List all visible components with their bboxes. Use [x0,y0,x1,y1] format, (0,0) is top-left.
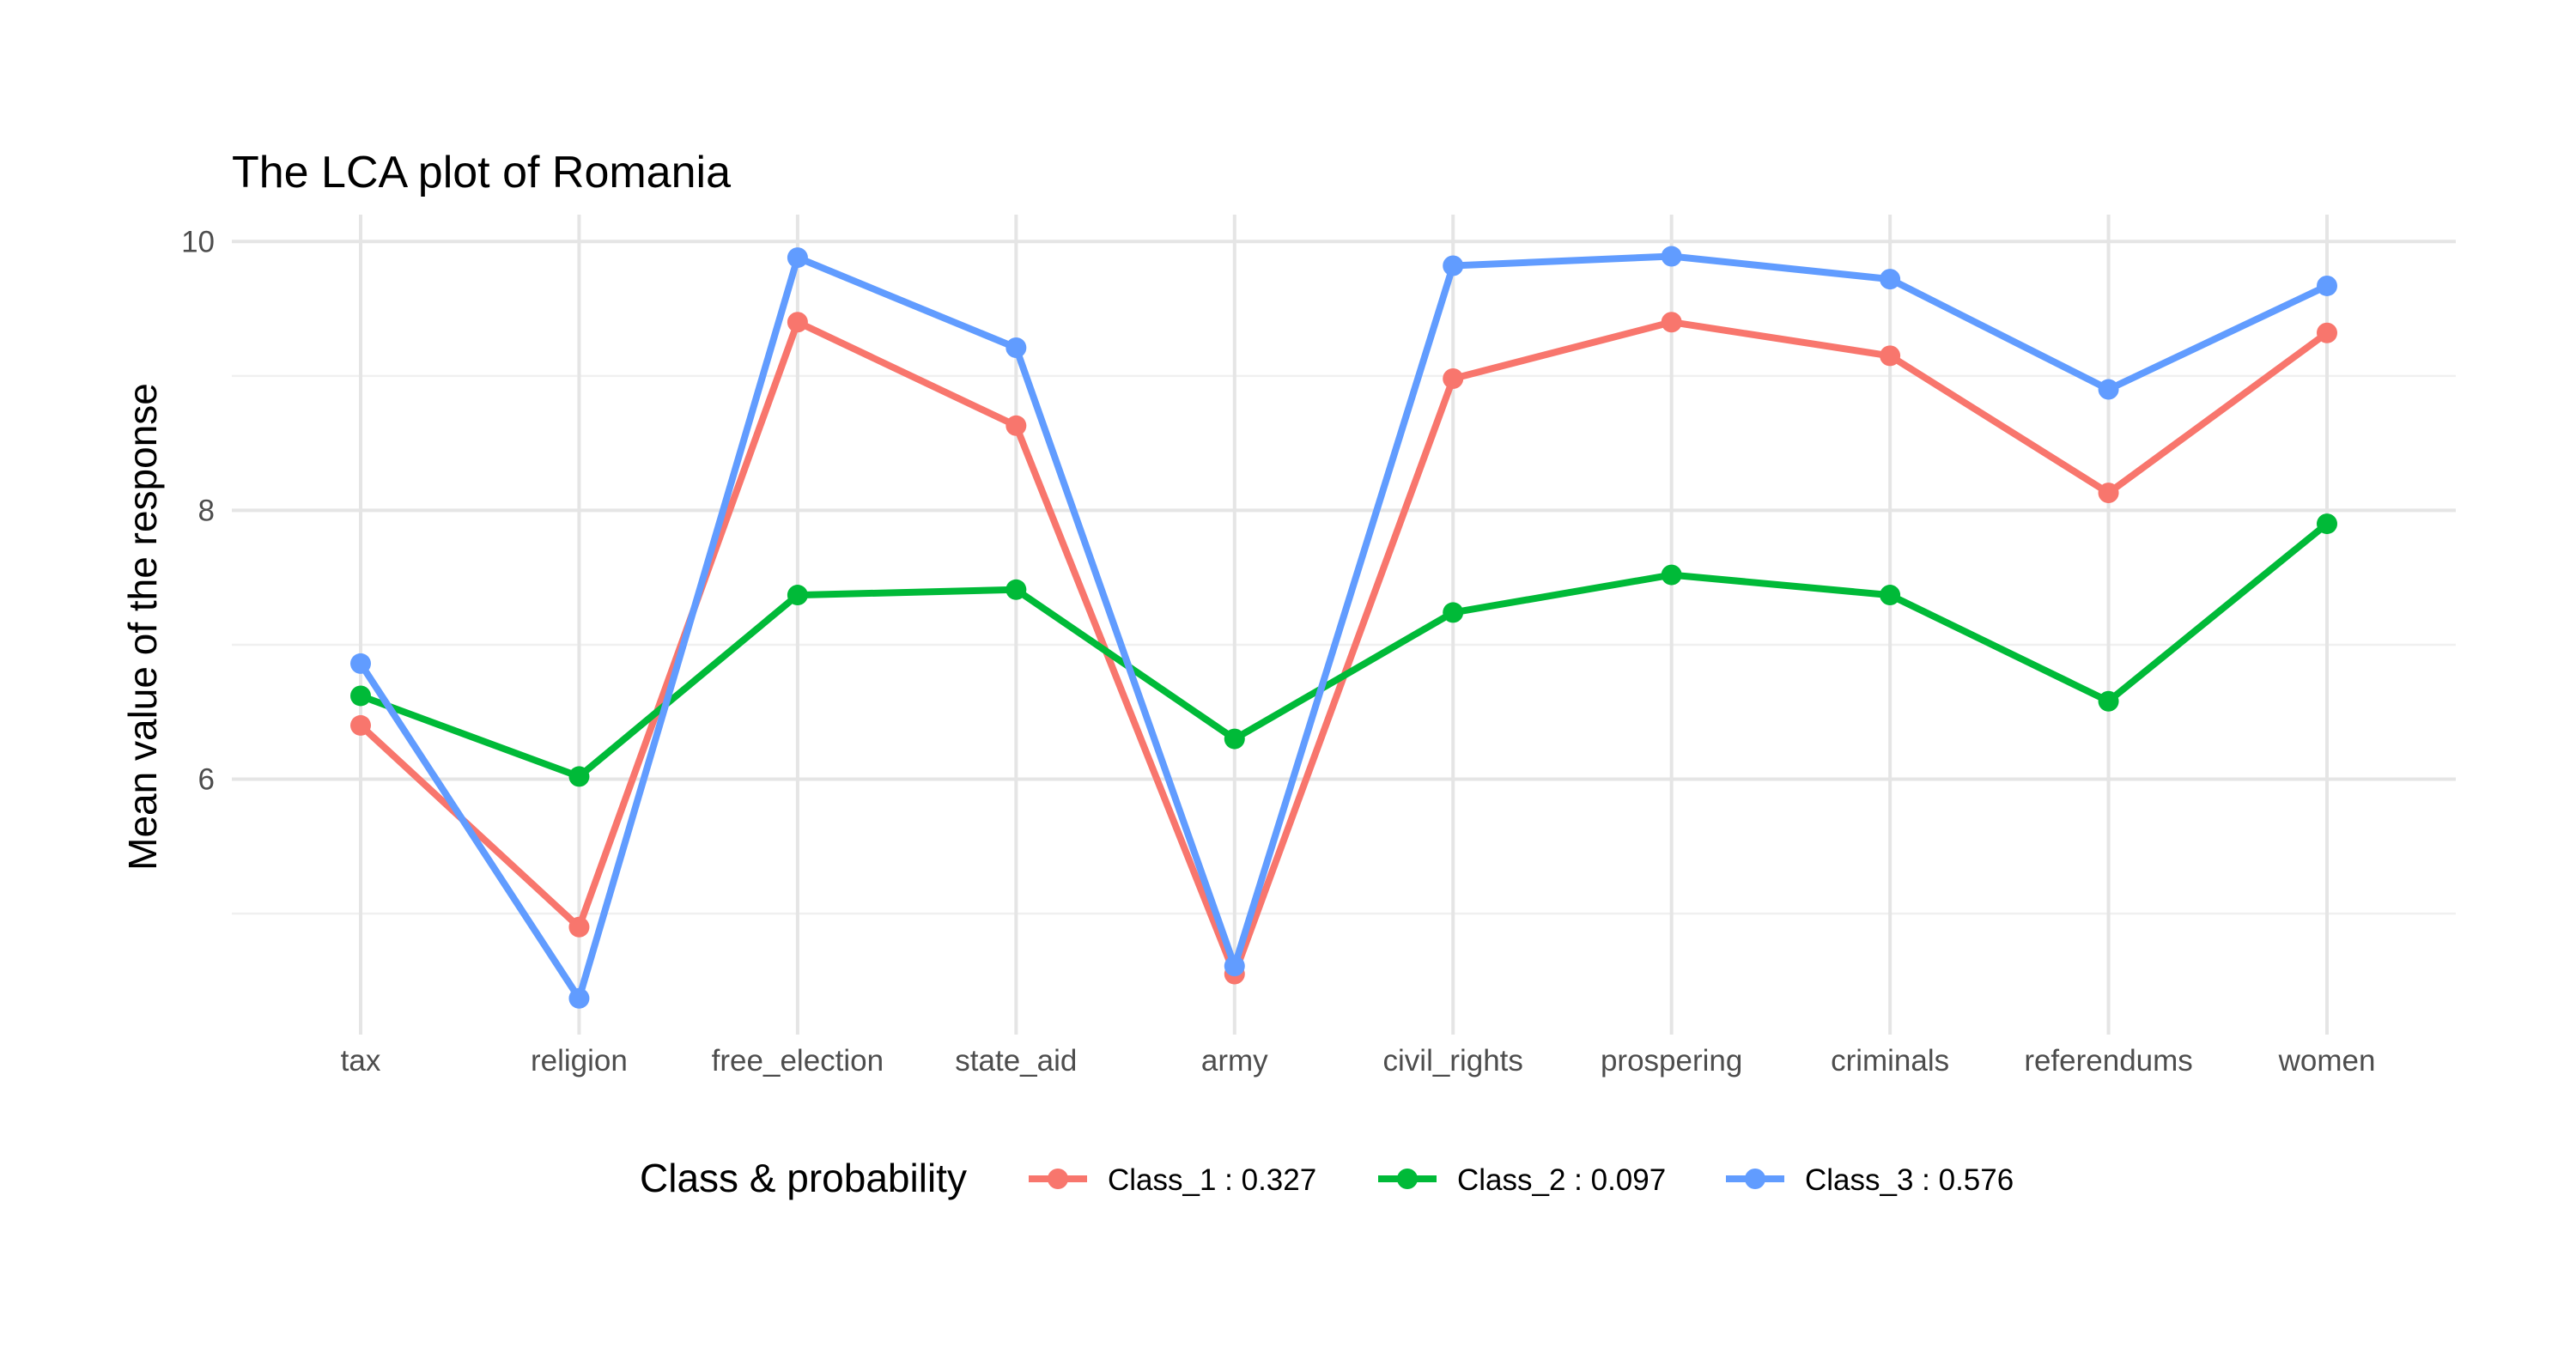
data-point [2317,322,2337,343]
data-point [350,685,371,707]
data-point [1880,345,1901,367]
y-tick-label: 10 [181,225,215,258]
data-point [2098,483,2119,504]
x-tick-label: civil_rights [1383,1044,1523,1078]
data-point [2098,690,2119,712]
data-point [1224,956,1245,977]
data-point [1661,246,1682,267]
tick-labels: 6 8 10 tax religion free_election state_aid arm… [181,225,2375,1078]
data-point [1880,585,1901,606]
series-line [358,319,2330,978]
data-point [1661,312,1682,333]
x-tick-label: state_aid [955,1044,1077,1078]
legend-label: Class_1 : 0.327 [1108,1163,1316,1197]
data-point [1443,255,1464,276]
data-point [1005,579,1027,600]
data-point [350,653,371,674]
series-lines [357,252,2330,1002]
legend: Class & probability Class_1 : 0.327 Class… [640,1156,2014,1200]
data-point [787,247,808,269]
x-tick-label: army [1201,1044,1268,1078]
x-tick-label: tax [341,1044,381,1078]
data-point [1443,368,1464,389]
y-tick-label: 8 [198,494,215,527]
legend-key-point [1745,1169,1765,1189]
series-points [350,246,2337,1009]
legend-label: Class_2 : 0.097 [1457,1163,1666,1197]
data-point [350,714,371,736]
legend-key-point [1048,1169,1068,1189]
x-tick-label: free_election [712,1044,884,1078]
data-point [2098,379,2119,400]
x-tick-label: referendums [2024,1044,2192,1078]
data-point [568,987,590,1009]
series-line [357,252,2329,1002]
data-point [1661,564,1682,586]
y-tick-label: 6 [198,763,215,797]
x-tick-label: women [2278,1044,2376,1078]
data-point [1443,602,1464,623]
legend-key-point [1397,1169,1418,1189]
x-tick-label: religion [531,1044,628,1078]
data-point [1005,337,1027,358]
data-point [1005,415,1027,436]
data-point [787,312,808,333]
x-tick-label: prospering [1601,1044,1742,1078]
data-point [568,766,590,787]
legend-title: Class & probability [640,1156,967,1200]
y-axis-label: Mean value of the response [120,383,165,871]
legend-label: Class_3 : 0.576 [1805,1163,2014,1197]
data-point [2317,275,2337,296]
chart-title: The LCA plot of Romania [232,148,731,197]
data-point [2317,513,2337,535]
data-point [568,916,590,938]
data-point [1880,269,1901,290]
x-tick-label: criminals [1831,1044,1949,1078]
data-point [787,585,808,606]
series-line [359,520,2330,780]
grid [232,215,2456,1035]
data-point [1224,728,1245,750]
